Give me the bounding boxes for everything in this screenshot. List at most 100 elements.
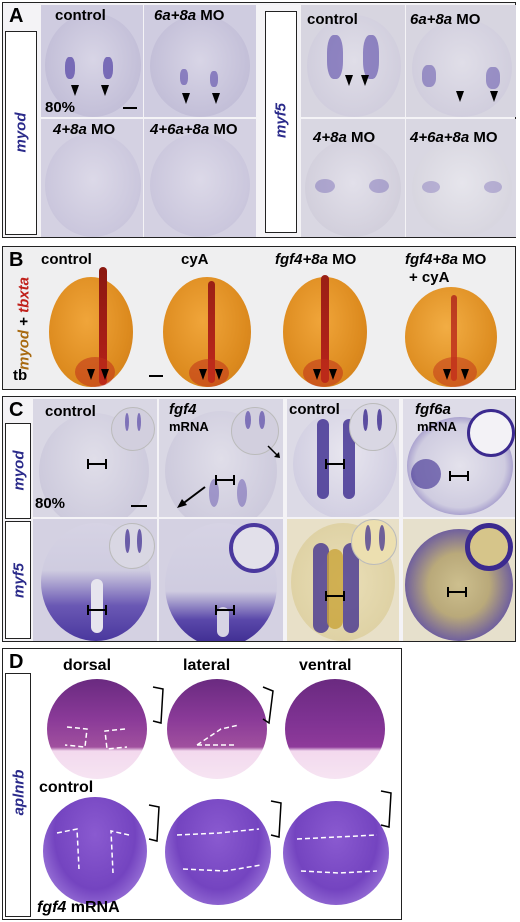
- c-myod-fgf4-tile: fgf4 mRNA: [159, 399, 283, 517]
- panel-c-letter: C: [9, 399, 24, 421]
- gap-marker-icon: [87, 605, 107, 615]
- d-embryo-fgf4-ventral: [283, 801, 389, 905]
- a-myf5-title-3: 4+8a MO: [313, 129, 376, 146]
- panel-b: B myod + tbxta tb control cyA fgf4+8a MO…: [2, 246, 516, 390]
- arrowhead-icon: [87, 369, 95, 380]
- d-row-control: control: [39, 779, 94, 796]
- c-myod-fgf6a-tile: fgf6a mRNA: [403, 399, 515, 517]
- panel-c-myf5-side-box: myf5: [5, 521, 31, 639]
- arrowhead-icon: [215, 369, 223, 380]
- d-embryo-control-dorsal: [47, 679, 147, 779]
- a-myod-title-2: 6a+8a MO: [154, 7, 225, 24]
- scale-bar: [131, 505, 147, 507]
- arrowhead-icon: [456, 91, 464, 102]
- scale-bar: [123, 107, 137, 109]
- panel-d-side-box: aplnrb: [5, 673, 31, 917]
- a-myod-title-4: 4+6a+8a MO: [150, 121, 238, 138]
- d-embryo-control-ventral: [285, 679, 385, 779]
- bracket-icon: [152, 686, 164, 724]
- scale-bar: [149, 375, 163, 377]
- panel-d-letter: D: [9, 651, 24, 673]
- d-embryo-control-lateral: [167, 679, 267, 779]
- arrowhead-icon: [71, 85, 79, 96]
- d-embryo-fgf4-dorsal: [43, 797, 147, 905]
- c-title-fgf4: fgf4: [169, 401, 197, 418]
- panel-a-myf5-side-box: myf5: [265, 11, 297, 233]
- c-title-control-left: control: [45, 403, 96, 420]
- panel-c-myod-side-box: myod: [5, 423, 31, 519]
- d-dashes-fgf4-lateral: [176, 828, 262, 872]
- c-myf5-control-right-tile: [287, 519, 399, 641]
- c-title-control-right: control: [289, 401, 340, 418]
- a-myod-46a8a-tile: 4+6a+8a MO: [144, 119, 256, 237]
- panel-a-myod-side-box: myod: [5, 31, 37, 235]
- arrowhead-icon: [361, 75, 369, 86]
- panel-d-side-label: aplnrb: [10, 769, 28, 816]
- arrowhead-icon: [329, 369, 337, 380]
- c-myod-control-right-tile: control: [287, 399, 399, 517]
- c-myf5-control-tile: [33, 519, 157, 641]
- d-col-ventral: ventral: [299, 657, 352, 674]
- c-myf5-fgf4-tile: [159, 519, 283, 641]
- panel-a-letter: A: [9, 5, 24, 27]
- panel-c: C myod myf5 control 80% fgf4 mRNA: [2, 396, 516, 642]
- c-title-fgf6a: fgf6a: [415, 401, 451, 418]
- d-dashes-control-lateral: [196, 724, 240, 746]
- bracket-icon: [148, 804, 160, 842]
- bracket-icon: [380, 790, 392, 828]
- a-myod-6a8a-tile: 6a+8a MO: [144, 5, 256, 117]
- arrowhead-icon: [182, 93, 190, 104]
- c-stage-label: 80%: [35, 495, 66, 512]
- a-myf5-title-4: 4+6a+8a MO: [410, 129, 498, 146]
- a-myf5-title-1: control: [307, 11, 358, 28]
- gap-marker-icon: [325, 591, 345, 601]
- bracket-icon: [270, 800, 282, 838]
- arrowhead-icon: [461, 369, 469, 380]
- c-title-fgf6a-mrna: mRNA: [417, 419, 457, 434]
- a-myod-48a-tile: 4+8a MO: [41, 119, 143, 237]
- panel-a: A myod control 80% 6a+8a MO 4+8a MO 4+6a…: [2, 2, 516, 238]
- panel-a-myf5-label: myf5: [272, 102, 290, 139]
- arrowhead-icon: [199, 369, 207, 380]
- panel-b-side-label: myod + tbxta: [15, 277, 33, 370]
- d-dashes-control-dorsal: [64, 726, 128, 750]
- a-stage-label: 80%: [45, 99, 76, 116]
- a-myf5-control-tile: control: [301, 5, 405, 117]
- arrowhead-icon: [490, 91, 498, 102]
- bracket-icon: [262, 686, 274, 725]
- panel-a-myod-label: myod: [12, 112, 30, 153]
- arrow-icon: [177, 486, 206, 508]
- b-title-2: cyA: [181, 251, 209, 268]
- a-myod-title-3: 4+8a MO: [53, 121, 116, 138]
- a-myod-control-tile: control 80%: [41, 5, 143, 117]
- c-title-fgf4-mrna: mRNA: [169, 419, 209, 434]
- b-title-4-line2: + cyA: [409, 269, 450, 286]
- d-col-lateral: lateral: [183, 657, 231, 674]
- arrowhead-icon: [443, 369, 451, 380]
- a-myf5-6a8a-tile: 6a+8a MO: [406, 5, 516, 117]
- gap-marker-icon: [449, 471, 469, 481]
- panel-d: D aplnrb dorsal lateral ventral control …: [2, 648, 402, 920]
- gap-marker-icon: [215, 605, 235, 615]
- a-myf5-title-2: 6a+8a MO: [410, 11, 481, 28]
- d-dashes-fgf4-dorsal: [56, 828, 130, 874]
- gap-marker-icon: [215, 475, 235, 485]
- c-myod-control-tile: control 80%: [33, 399, 157, 517]
- b-title-4: fgf4+8a MO: [405, 251, 487, 268]
- d-dashes-fgf4-ventral: [296, 834, 378, 874]
- arrowhead-icon: [313, 369, 321, 380]
- d-embryo-fgf4-lateral: [165, 799, 271, 905]
- d-row-fgf4: fgf4 mRNA: [37, 899, 120, 916]
- panel-c-myod-label: myod: [10, 450, 28, 491]
- b-title-3: fgf4+8a MO: [275, 251, 357, 268]
- a-myod-title-1: control: [55, 7, 106, 24]
- c-myf5-fgf6a-tile: [403, 519, 515, 641]
- d-col-dorsal: dorsal: [63, 657, 112, 674]
- panel-b-letter: B: [9, 249, 24, 271]
- arrow-icon: [267, 445, 280, 458]
- arrowhead-icon: [101, 85, 109, 96]
- arrowhead-icon: [101, 369, 109, 380]
- gap-marker-icon: [87, 459, 107, 469]
- arrowhead-icon: [212, 93, 220, 104]
- b-title-1: control: [41, 251, 92, 268]
